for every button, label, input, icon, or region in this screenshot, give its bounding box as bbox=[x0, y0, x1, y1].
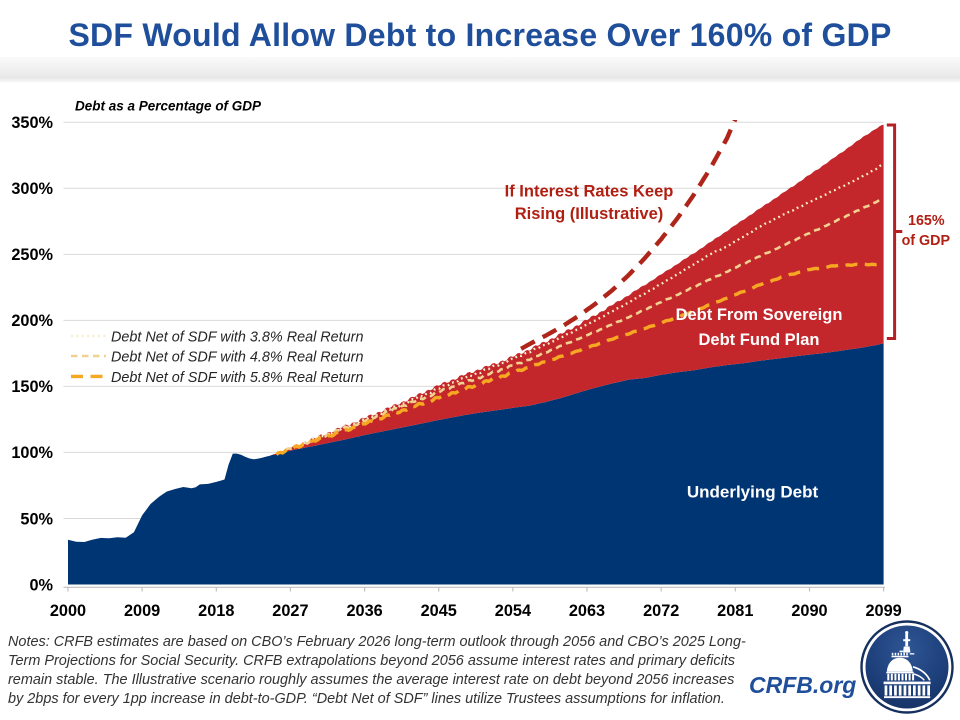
svg-text:150%: 150% bbox=[11, 378, 53, 396]
svg-text:2090: 2090 bbox=[791, 602, 827, 620]
svg-text:2081: 2081 bbox=[717, 602, 753, 620]
svg-text:Debt Net of SDF with 4.8% Real: Debt Net of SDF with 4.8% Real Return bbox=[111, 350, 363, 366]
svg-text:300%: 300% bbox=[11, 180, 53, 198]
svg-text:of GDP: of GDP bbox=[902, 233, 951, 249]
svg-text:2036: 2036 bbox=[346, 602, 382, 620]
svg-text:350%: 350% bbox=[11, 114, 53, 132]
svg-text:100%: 100% bbox=[11, 444, 53, 462]
svg-text:50%: 50% bbox=[20, 510, 53, 528]
svg-text:2063: 2063 bbox=[569, 602, 605, 620]
svg-text:Debt Net of SDF with 5.8% Real: Debt Net of SDF with 5.8% Real Return bbox=[111, 370, 363, 386]
svg-text:0%: 0% bbox=[29, 576, 53, 594]
svg-text:250%: 250% bbox=[11, 246, 53, 264]
svg-text:Debt From Sovereign: Debt From Sovereign bbox=[676, 306, 843, 324]
svg-text:2072: 2072 bbox=[643, 602, 679, 620]
svg-text:Rising (Illustrative): Rising (Illustrative) bbox=[515, 205, 664, 223]
svg-text:Debt Net of SDF with 3.8% Real: Debt Net of SDF with 3.8% Real Return bbox=[111, 330, 363, 346]
svg-text:Debt Fund Plan: Debt Fund Plan bbox=[699, 331, 820, 349]
svg-text:Underlying Debt: Underlying Debt bbox=[687, 483, 819, 502]
svg-text:165%: 165% bbox=[908, 213, 945, 229]
svg-text:200%: 200% bbox=[11, 312, 53, 330]
svg-text:2045: 2045 bbox=[421, 602, 457, 620]
svg-text:2009: 2009 bbox=[124, 602, 160, 620]
svg-text:If Interest Rates Keep: If Interest Rates Keep bbox=[505, 183, 674, 201]
svg-text:2054: 2054 bbox=[495, 602, 531, 620]
svg-text:2018: 2018 bbox=[198, 602, 234, 620]
svg-text:Debt as a Percentage of GDP: Debt as a Percentage of GDP bbox=[75, 99, 262, 114]
svg-text:2099: 2099 bbox=[865, 602, 901, 620]
svg-text:2027: 2027 bbox=[272, 602, 308, 620]
svg-text:2000: 2000 bbox=[50, 602, 86, 620]
